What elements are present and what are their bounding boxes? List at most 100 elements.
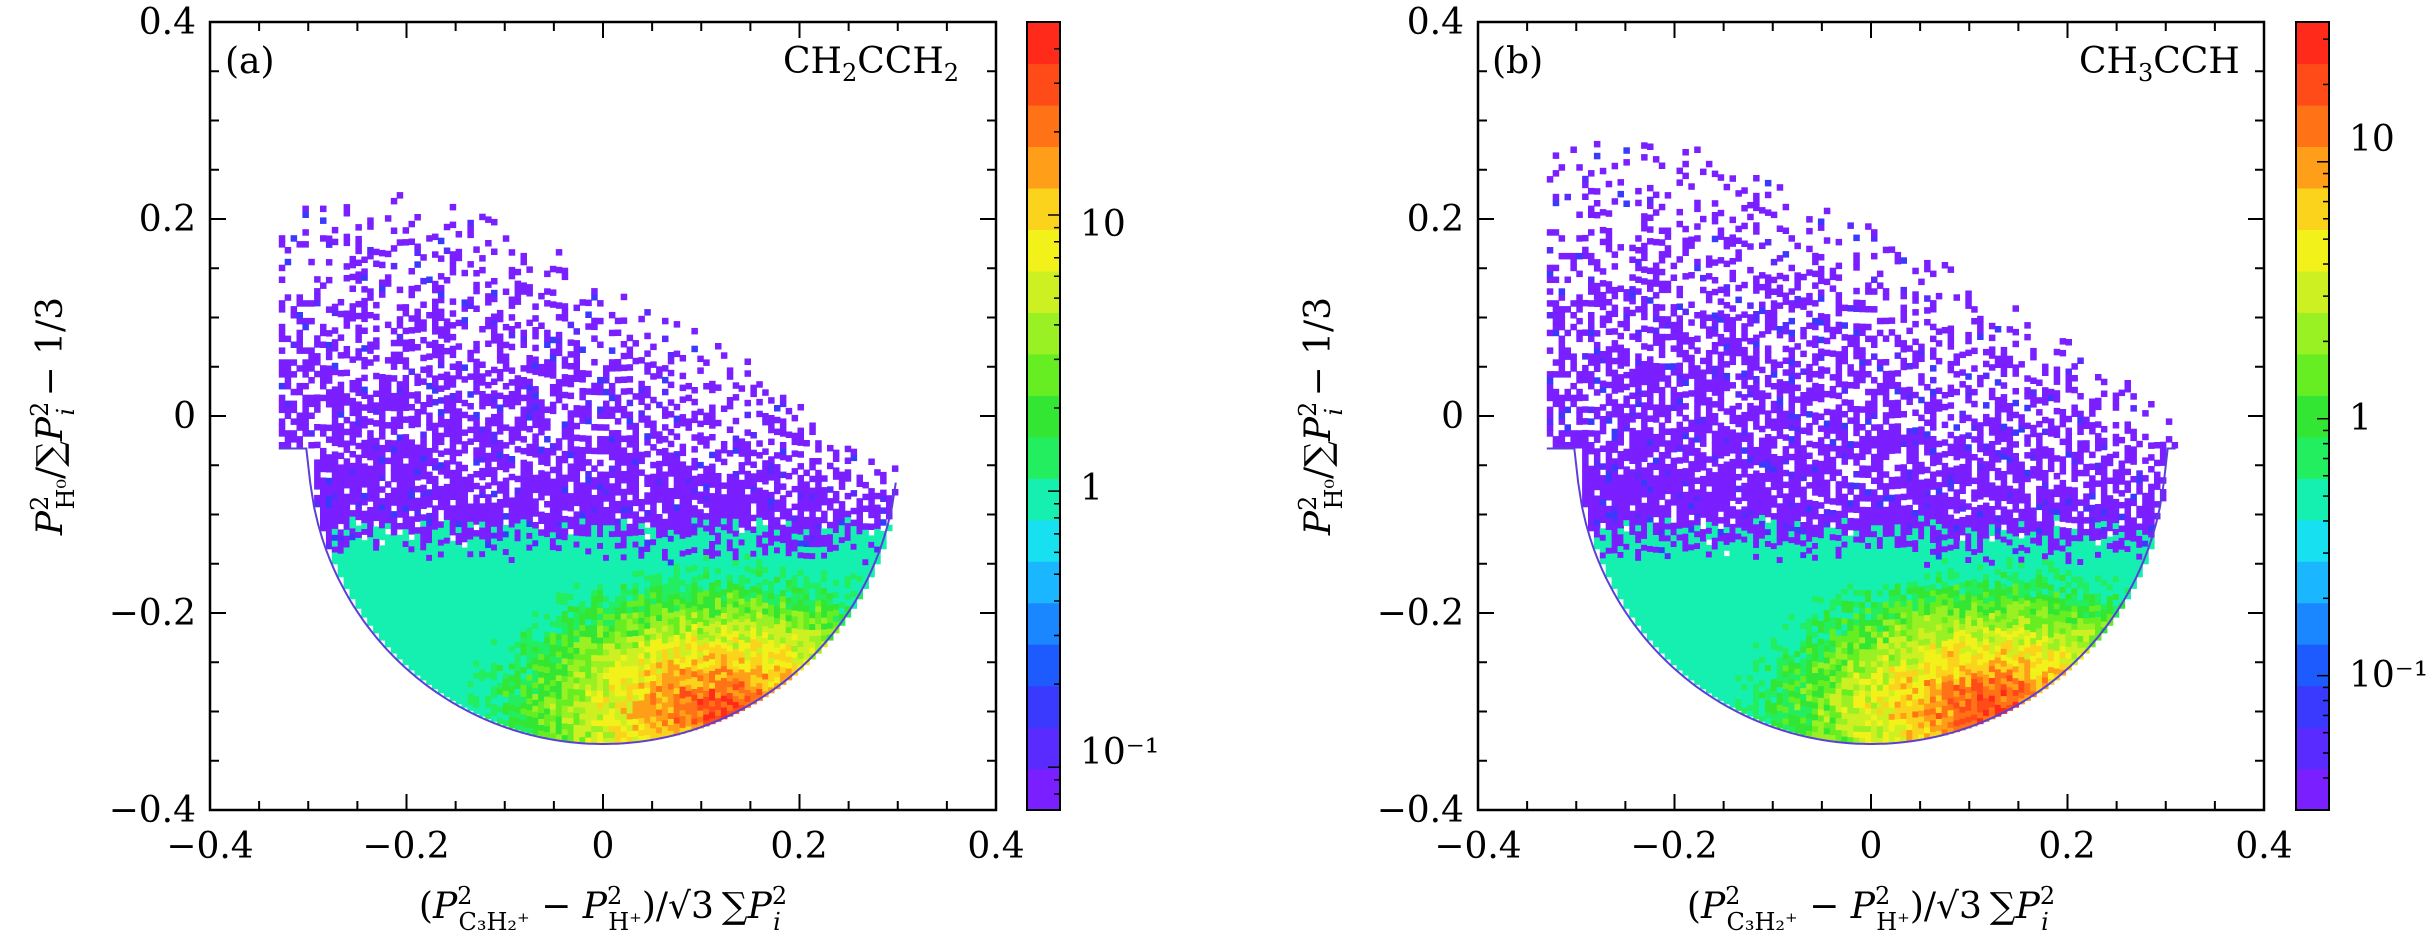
heatmap-cell-a-2812	[614, 560, 622, 567]
heatmap-cell-a-3120	[650, 733, 657, 741]
heatmap-cell-a-395	[361, 492, 368, 500]
heatmap-cell-a-1334	[467, 556, 474, 564]
heatmap-cell-a-1276	[461, 594, 468, 602]
heatmap-cell-a-2254	[561, 734, 569, 742]
heatmap-cell-a-1848	[520, 625, 527, 632]
heatmap-cell-a-1784	[514, 658, 522, 666]
heatmap-cell-a-1392	[473, 518, 480, 525]
heatmap-cell-a-2103	[544, 554, 551, 561]
heatmap-cell-a-4024	[756, 605, 763, 613]
heatmap-cell-b-147	[1588, 507, 1595, 514]
heatmap-cell-a-951	[426, 412, 433, 419]
heatmap-cell-a-3201	[656, 573, 663, 580]
heatmap-cell-a-1495	[485, 600, 492, 608]
heatmap-cell-a-973	[432, 617, 439, 625]
heatmap-cell-a-3326	[667, 452, 675, 459]
heatmap-cell-a-1663	[502, 696, 510, 703]
heatmap-cell-b-197	[1593, 436, 1601, 443]
heatmap-cell-a-3856	[732, 547, 740, 555]
heatmap-cell-a-2386	[573, 653, 580, 660]
heatmap-cell-a-2817	[614, 530, 622, 537]
heatmap-cell-a-2236	[555, 473, 563, 481]
heatmap-cell-a-3812	[726, 532, 734, 540]
heatmap-cell-a-926	[426, 595, 433, 603]
heatmap-cell-a-1321	[467, 633, 474, 640]
heatmap-cell-a-3667	[709, 558, 716, 565]
heatmap-cell-a-556	[379, 249, 386, 257]
heatmap-cell-a-4402	[815, 582, 822, 589]
heatmap-cell-a-1530	[485, 316, 492, 324]
heatmap-cell-a-3921	[744, 695, 751, 702]
heatmap-cell-a-932	[426, 560, 433, 567]
heatmap-cell-a-794	[408, 421, 415, 429]
heatmap-cell-a-3893	[738, 603, 746, 611]
heatmap-cell-a-1214	[455, 615, 463, 622]
heatmap-cell-a-4433	[821, 587, 828, 595]
heatmap-cell-a-1244	[455, 426, 463, 433]
heatmap-cell-a-2686	[603, 613, 610, 620]
heatmap-cell-a-2717	[603, 388, 610, 396]
heatmap-cell-a-3247	[662, 601, 669, 608]
heatmap-cell-a-3016	[638, 729, 645, 736]
heatmap-cell-a-4123	[768, 515, 775, 522]
heatmap-cell-a-3469	[685, 566, 692, 573]
heatmap-cell-a-4361	[809, 629, 816, 636]
heatmap-cell-a-3252	[662, 572, 669, 579]
heatmap-cell-a-1027	[437, 651, 445, 658]
heatmap-cell-a-3002	[632, 476, 639, 483]
heatmap-cell-a-3498	[691, 682, 698, 689]
heatmap-cell-a-1199	[449, 203, 457, 211]
heatmap-cell-a-1929	[526, 520, 533, 527]
heatmap-cell-a-4389	[809, 428, 816, 435]
heatmap-cell-a-1336	[467, 544, 474, 552]
heatmap-cell-a-4533	[844, 569, 852, 577]
heatmap-cell-a-4500	[832, 455, 840, 462]
heatmap-cell-a-2000	[532, 445, 539, 452]
heatmap-cell-a-3649	[709, 664, 716, 671]
heatmap-cell-a-2261	[561, 693, 569, 700]
heatmap-cell-a-3529	[691, 493, 698, 500]
heatmap-cell-a-4600	[862, 481, 869, 489]
heatmap-cell-a-34	[284, 258, 292, 266]
heatmap-cell-a-1810	[514, 505, 522, 512]
heatmap-cell-a-107	[314, 400, 321, 407]
heatmap-cell-a-1215	[455, 609, 463, 616]
heatmap-cell-b-27	[1552, 359, 1560, 366]
heatmap-cell-a-398	[361, 469, 368, 476]
heatmap-cell-a-266	[343, 476, 351, 483]
heatmap-cell-a-2072	[538, 292, 545, 300]
heatmap-cell-a-233	[337, 452, 345, 460]
heatmap-cell-a-2622	[597, 642, 604, 650]
heatmap-cell-a-2839	[614, 359, 622, 366]
heatmap-cell-a-4497	[832, 491, 840, 498]
heatmap-cell-a-4514	[838, 548, 846, 555]
heatmap-cell-a-3794	[726, 639, 734, 646]
heatmap-cell-a-3550	[697, 680, 704, 688]
heatmap-cell-a-4186	[779, 625, 787, 632]
heatmap-cell-a-2884	[620, 488, 628, 496]
heatmap-cell-b-42	[1558, 436, 1566, 443]
heatmap-cell-a-879	[420, 567, 427, 574]
heatmap-cell-a-2864	[620, 607, 628, 614]
heatmap-cell-a-731	[402, 493, 410, 500]
heatmap-cell-a-3998	[750, 514, 757, 522]
heatmap-cell-b-189	[1593, 495, 1601, 502]
heatmap-cell-a-87	[308, 400, 315, 408]
heatmap-cell-a-2965	[632, 700, 639, 708]
heatmap-cell-a-2246	[555, 349, 563, 357]
heatmap-cell-a-726	[402, 522, 410, 530]
heatmap-cell-a-2969	[632, 676, 639, 684]
heatmap-cell-a-2415	[573, 476, 580, 483]
heatmap-cell-a-3436	[679, 420, 687, 427]
heatmap-cell-a-757	[408, 664, 415, 671]
heatmap-cell-a-4440	[821, 546, 828, 553]
heatmap-cell-a-2863	[620, 612, 628, 620]
heatmap-cell-a-1796	[514, 588, 522, 595]
heatmap-cell-a-2086	[544, 654, 551, 662]
heatmap-cell-a-2978	[632, 623, 639, 631]
heatmap-cell-a-1277	[461, 589, 468, 596]
heatmap-cell-a-1446	[479, 556, 486, 563]
heatmap-cell-a-4330	[803, 629, 810, 636]
heatmap-cell-a-1317	[467, 657, 474, 664]
heatmap-cell-a-2116	[544, 459, 551, 467]
